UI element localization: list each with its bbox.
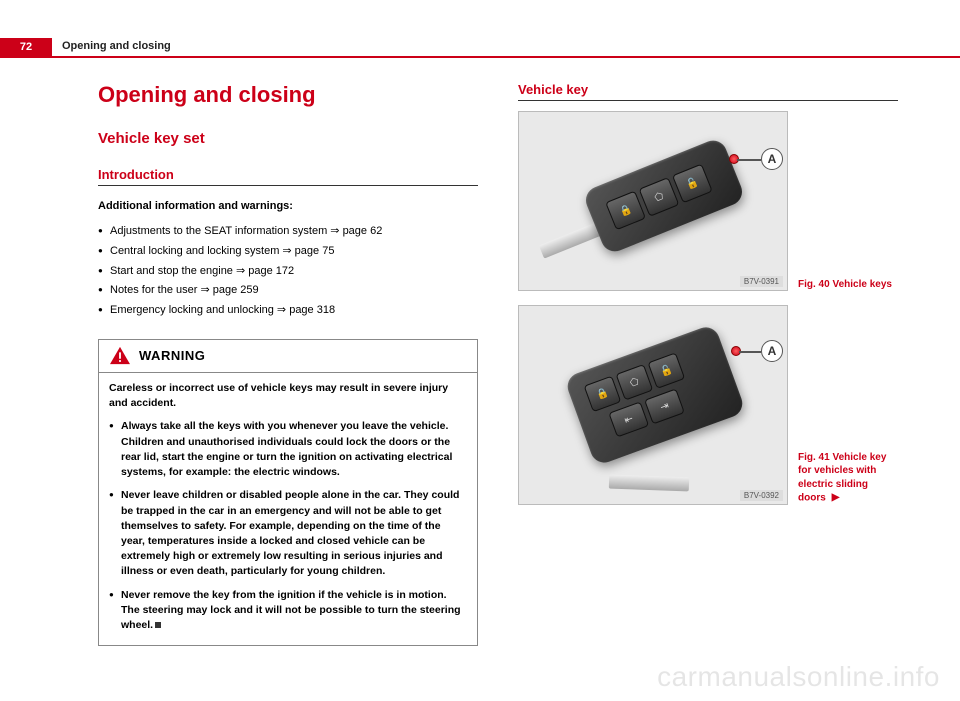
reference-item: Central locking and locking system ⇒ pag… — [98, 242, 478, 262]
key-fob-illustration: 🔒 ⬠ 🔓 ⇤ ⇥ — [564, 323, 747, 466]
warning-header: WARNING — [99, 340, 477, 372]
sliding-door-right-button-icon: ⇥ — [644, 388, 685, 424]
reference-item: Adjustments to the SEAT information syst… — [98, 222, 478, 242]
key-fob-illustration: 🔒 ⬠ 🔓 — [582, 136, 747, 255]
left-column: Opening and closing Vehicle key set Intr… — [98, 82, 478, 646]
unlock-button-icon: 🔓 — [672, 164, 713, 204]
watermark: carmanualsonline.info — [657, 661, 940, 693]
warning-box: WARNING Careless or incorrect use of veh… — [98, 339, 478, 646]
figure-code: B7V-0391 — [740, 276, 783, 287]
chapter-title: Opening and closing — [98, 82, 478, 108]
warning-bullet: Never remove the key from the ignition i… — [109, 588, 467, 634]
warning-bullet: Never leave children or disabled people … — [109, 488, 467, 579]
sliding-door-left-button-icon: ⇤ — [608, 401, 649, 437]
lock-button-icon: 🔒 — [605, 191, 646, 231]
end-of-section-icon — [155, 622, 161, 628]
page-content: Opening and closing Vehicle key set Intr… — [98, 82, 918, 646]
manual-page: 72 Opening and closing Opening and closi… — [0, 0, 960, 701]
warning-triangle-icon — [109, 346, 131, 366]
page-number-tab: 72 — [0, 38, 52, 56]
trunk-button-icon: ⬠ — [616, 364, 654, 401]
reference-list: Adjustments to the SEAT information syst… — [98, 222, 478, 321]
trunk-button-icon: ⬠ — [639, 177, 680, 217]
continued-marker-icon: ▶ — [832, 491, 840, 505]
reference-item: Start and stop the engine ⇒ page 172 — [98, 262, 478, 282]
warning-intro: Careless or incorrect use of vehicle key… — [109, 381, 467, 411]
header-rule — [0, 56, 960, 58]
figure-image: 🔒 ⬠ 🔓 ⇤ ⇥ A B7V-0392 — [518, 305, 788, 505]
right-column: Vehicle key 🔒 ⬠ 🔓 A — [518, 82, 898, 646]
reference-item: Notes for the user ⇒ page 259 — [98, 281, 478, 301]
figure-row: 🔒 ⬠ 🔓 A B7V-0391 Fig. 40 Vehicle keys — [518, 111, 898, 291]
callout-leader — [737, 159, 761, 161]
section-title: Vehicle key set — [98, 130, 478, 147]
lock-button-icon: 🔒 — [584, 376, 622, 413]
running-head: Opening and closing — [62, 40, 171, 52]
figure-row: 🔒 ⬠ 🔓 ⇤ ⇥ A B7V-0392 F — [518, 305, 898, 505]
figure-code: B7V-0392 — [740, 490, 783, 501]
warning-label: WARNING — [139, 348, 205, 363]
subsection-title: Introduction — [98, 167, 478, 186]
figure-caption: Fig. 40 Vehicle keys — [798, 278, 898, 292]
reference-item: Emergency locking and unlocking ⇒ page 3… — [98, 301, 478, 321]
info-subhead: Additional information and warnings: — [98, 200, 478, 212]
callout-leader — [739, 351, 761, 353]
subsection-title: Vehicle key — [518, 82, 898, 101]
figure-caption: Fig. 41 Vehicle key for vehicles with el… — [798, 451, 898, 505]
unlock-button-icon: 🔓 — [647, 352, 685, 389]
key-blade-illustration — [609, 475, 689, 492]
callout-label: A — [761, 340, 783, 362]
callout-label: A — [761, 148, 783, 170]
figure-image: 🔒 ⬠ 🔓 A B7V-0391 — [518, 111, 788, 291]
warning-body: Careless or incorrect use of vehicle key… — [99, 372, 477, 645]
warning-bullet: Always take all the keys with you whenev… — [109, 419, 467, 480]
